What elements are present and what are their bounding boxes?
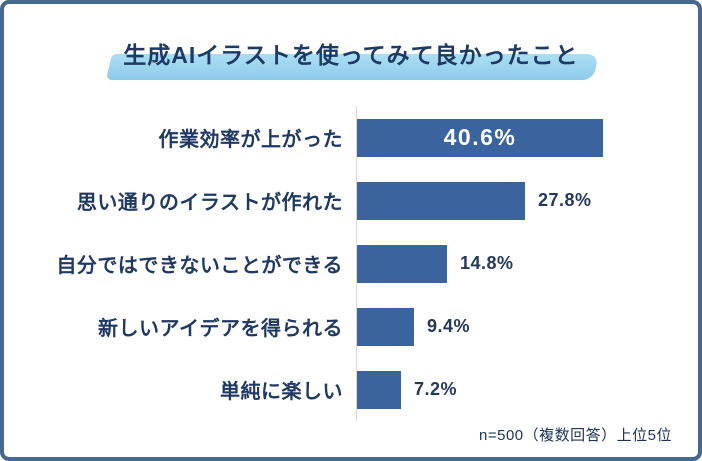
chart-title: 生成AIイラストを使ってみて良かったこと [123,42,579,68]
bar-area: 7.2% [356,358,698,421]
bar-row: 思い通りのイラストが作れた 27.8% [4,169,698,232]
value-label: 40.6% [443,124,517,150]
bar [357,181,525,220]
bar-area: 27.8% [356,169,698,232]
value-label: 9.4% [427,316,471,336]
chart-title-wrap: 生成AIイラストを使ってみて良かったこと [106,34,600,80]
bar [357,307,414,346]
category-label: 思い通りのイラストが作れた [76,192,343,214]
sample-size-note: n=500（複数回答）上位5位 [479,427,672,444]
category-label: 自分ではできないことができる [56,255,343,277]
bar-area: 9.4% [356,295,698,358]
category-label: 単純に楽しい [220,381,343,403]
bar-row: 単純に楽しい 7.2% [4,358,698,421]
value-label: 27.8% [538,190,592,210]
bar-row: 作業効率が上がった 40.6% [4,106,698,169]
bar [357,370,401,409]
bar-area: 40.6% [356,106,698,169]
title-row: 生成AIイラストを使ってみて良かったこと [4,34,698,80]
category-label: 作業効率が上がった [158,129,343,151]
bar [357,244,447,283]
bar: 40.6% [357,118,603,157]
bar-row: 自分ではできないことができる 14.8% [4,232,698,295]
value-label: 7.2% [414,379,458,399]
category-label: 新しいアイデアを得られる [98,318,343,340]
bar-area: 14.8% [356,232,698,295]
bar-row: 新しいアイデアを得られる 9.4% [4,295,698,358]
bar-chart: 作業効率が上がった 40.6% 思い通りのイラストが作れた 27.8% 自分では… [4,106,698,421]
value-label: 14.8% [460,253,514,273]
